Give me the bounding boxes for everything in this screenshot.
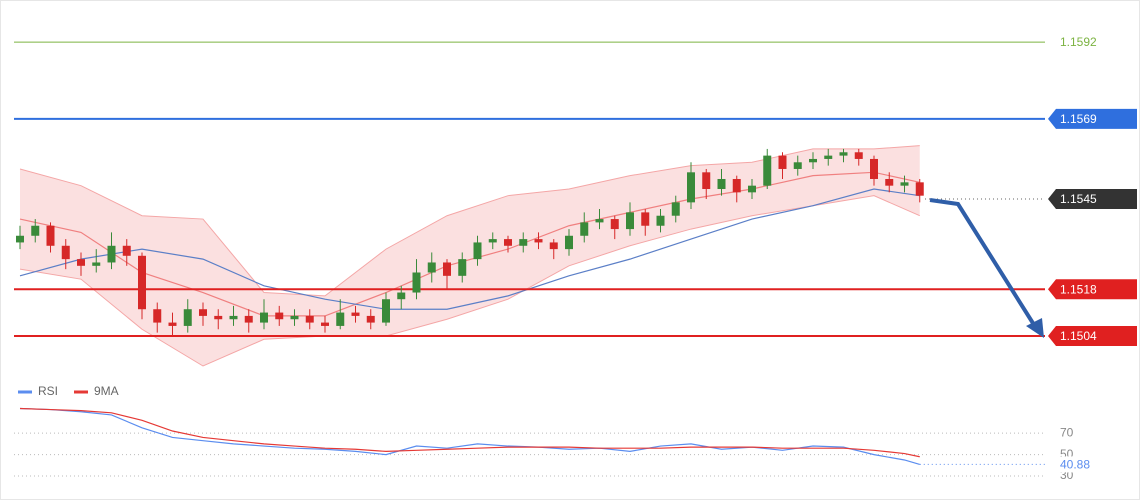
candle-body (16, 235, 24, 243)
level-label-box (1048, 279, 1137, 300)
legend-label: RSI (38, 384, 58, 398)
candle-body (626, 212, 634, 230)
candle-body (671, 202, 680, 216)
moving-average (19, 188, 920, 310)
candle-body (778, 155, 787, 169)
candle-body (397, 292, 406, 300)
candle-body (824, 155, 833, 159)
candle-body (656, 215, 665, 226)
level-label: 1.1504 (1060, 329, 1097, 343)
candle-body (138, 255, 146, 310)
candle-body (31, 225, 40, 236)
candle-body (549, 242, 558, 250)
candle-body (153, 309, 162, 323)
candle-body (504, 239, 512, 246)
candle-body (534, 239, 543, 243)
candle-body (199, 309, 207, 316)
candle-body (244, 315, 253, 323)
candle-body (443, 262, 451, 276)
price-pane: 1.1592 1.1569 1.1545 1.1518 1.1504 (14, 35, 1137, 367)
candle-body (458, 259, 467, 276)
candle-body (290, 315, 299, 320)
candle-body (900, 182, 909, 186)
level-label: 1.1592 (1060, 35, 1097, 49)
level-label-box (1048, 189, 1137, 210)
level-label-box (1048, 325, 1137, 346)
candle-body (519, 239, 528, 246)
candle-body (61, 245, 70, 260)
candle-body (412, 272, 421, 293)
candle-body (870, 158, 878, 179)
candle-body (92, 262, 101, 266)
level-label: 1.1518 (1060, 282, 1097, 296)
candle-body (793, 162, 802, 169)
candle-body (107, 245, 116, 263)
candle-body (214, 315, 223, 320)
candle-body (641, 212, 650, 226)
candle-body (565, 235, 573, 250)
candle-body (321, 322, 329, 326)
candle-body (183, 309, 192, 326)
candle-body (77, 259, 85, 266)
candle-body (748, 185, 756, 193)
candle-body (610, 219, 619, 230)
candle-body (382, 299, 390, 323)
candle-body (168, 322, 177, 326)
y-tick-label: 70 (1060, 425, 1074, 439)
candle-body (809, 158, 817, 163)
candle-body (229, 315, 238, 320)
candle-body (839, 152, 848, 156)
candle-body (854, 152, 863, 159)
candle-body (885, 178, 894, 186)
legend-label: 9MA (94, 384, 119, 398)
candle-body (473, 242, 482, 260)
indicator-line (19, 407, 920, 465)
candle-body (351, 312, 360, 316)
candle-body (305, 315, 314, 323)
candle-body (580, 222, 589, 236)
current-rsi-box (1055, 456, 1099, 473)
candle-body (915, 182, 924, 196)
candle-body (488, 239, 497, 243)
candle-body (122, 245, 131, 256)
level-label-box (1048, 108, 1137, 129)
candle-body (260, 312, 268, 323)
candle-body (687, 172, 695, 203)
candle-body (763, 155, 772, 186)
candle-body (46, 225, 55, 246)
candle-body (702, 172, 711, 190)
candle-body (366, 315, 375, 323)
candle-body (336, 312, 345, 326)
level-label: 1.1569 (1060, 112, 1097, 126)
candle-body (275, 312, 284, 320)
candle-body (427, 262, 436, 273)
current-rsi-label: 40.88 (1060, 458, 1090, 472)
forecast-arrow (929, 198, 1038, 330)
candle-body (732, 178, 741, 193)
forecast-arrowhead (1026, 318, 1044, 338)
candle-body (595, 219, 604, 223)
band-edge (19, 195, 920, 367)
candle-body (717, 178, 726, 190)
indicator-line (19, 407, 920, 458)
level-label: 1.1545 (1060, 192, 1097, 206)
